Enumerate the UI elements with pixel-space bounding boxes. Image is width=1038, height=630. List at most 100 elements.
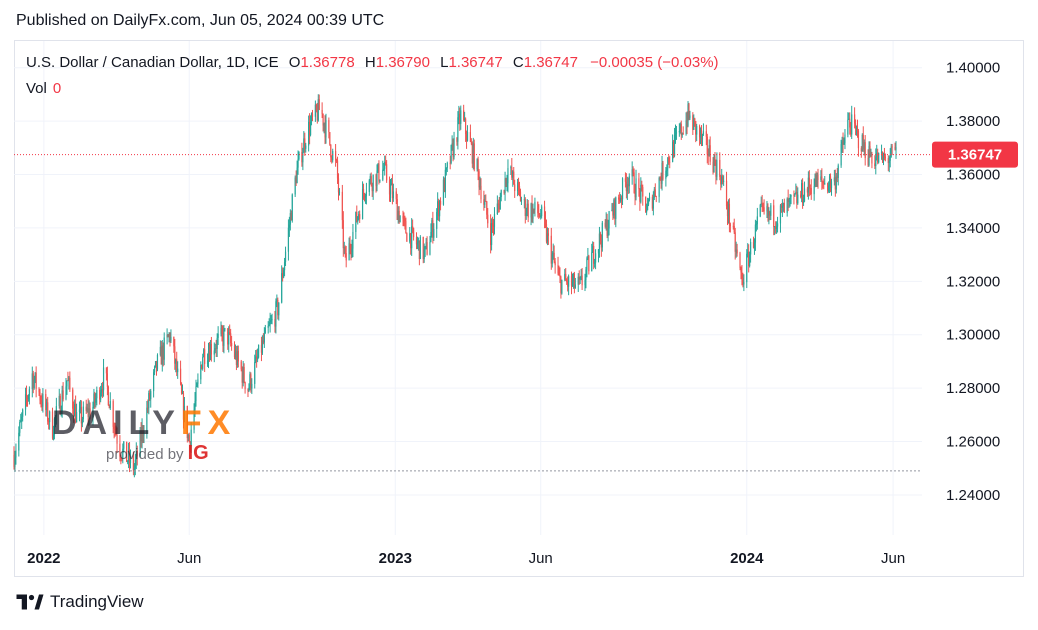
- candle-down-body: [883, 155, 886, 157]
- footer-brand[interactable]: TradingView: [16, 592, 144, 612]
- candle-down-body: [856, 128, 859, 132]
- candle-up-body: [228, 332, 230, 345]
- candle-down-body: [180, 383, 183, 394]
- candle-down-body: [712, 161, 714, 173]
- candle-down-body: [869, 146, 871, 157]
- candle-up-body: [496, 203, 498, 215]
- candle-down-body: [231, 342, 233, 346]
- watermark-brand: DAILYFX: [52, 404, 236, 443]
- current-price-tag-label: 1.36747: [948, 147, 1002, 164]
- candle-down-body: [13, 454, 15, 467]
- candle-up-body: [129, 455, 132, 464]
- candle-up-body: [348, 243, 350, 261]
- candle-down-body: [406, 233, 408, 242]
- candle-down-body: [497, 203, 499, 205]
- candle-up-body: [21, 416, 23, 421]
- candle-down-body: [388, 180, 391, 195]
- candle-up-body: [416, 242, 419, 245]
- y-tick-label: 1.32000: [946, 273, 1000, 290]
- candle-up-body: [257, 357, 259, 360]
- candle-up-body: [194, 401, 196, 410]
- candle-down-body: [432, 220, 434, 238]
- candle-down-body: [345, 253, 347, 261]
- candle-down-body: [485, 201, 487, 202]
- candle-up-body: [399, 216, 401, 223]
- candle-down-body: [808, 177, 810, 188]
- candle-up-body: [888, 160, 890, 164]
- candle-down-body: [714, 156, 716, 164]
- candle-down-body: [290, 213, 292, 221]
- candle-up-body: [369, 176, 371, 181]
- candle-down-body: [237, 350, 239, 362]
- candle-down-body: [179, 368, 182, 384]
- candle-up-body: [15, 450, 17, 458]
- high-label: H: [364, 54, 376, 71]
- candle-down-body: [573, 273, 575, 288]
- candle-up-body: [445, 167, 447, 170]
- candle-down-body: [106, 373, 108, 387]
- candle-down-body: [810, 187, 812, 195]
- candle-down-body: [763, 207, 765, 212]
- candle-up-body: [613, 199, 615, 216]
- candle-up-body: [423, 249, 425, 260]
- candle-up-body: [678, 130, 680, 133]
- candle-up-body: [532, 208, 534, 219]
- candle-up-body: [146, 407, 148, 434]
- candle-up-body: [673, 134, 676, 157]
- candle-down-body: [304, 138, 306, 149]
- candle-up-body: [878, 153, 880, 163]
- candle-down-body: [386, 164, 388, 181]
- close-value: 1.36747: [523, 54, 578, 71]
- candle-down-body: [733, 226, 735, 233]
- candle-down-body: [120, 456, 122, 459]
- candle-down-body: [215, 348, 217, 349]
- candle-down-body: [329, 132, 331, 145]
- candle-down-body: [722, 176, 724, 182]
- candle-down-body: [867, 157, 869, 166]
- candle-up-body: [693, 118, 695, 130]
- candle-up-body: [789, 196, 791, 199]
- candle-up-body: [150, 391, 152, 400]
- watermark-ig: IG: [187, 442, 209, 464]
- candle-up-body: [166, 334, 168, 338]
- watermark-provided: provided by IG: [106, 442, 209, 465]
- candle-down-body: [456, 137, 458, 142]
- candle-up-body: [520, 200, 523, 202]
- candle-up-body: [607, 228, 609, 236]
- candle-up-body: [444, 169, 446, 192]
- candle-up-body: [220, 327, 222, 334]
- candle-down-body: [449, 162, 451, 164]
- candle-up-body: [889, 156, 891, 161]
- candle-down-body: [871, 155, 873, 164]
- candle-down-body: [463, 110, 465, 120]
- candle-down-body: [301, 151, 303, 163]
- candle-up-body: [516, 182, 519, 192]
- candle-down-body: [114, 429, 116, 430]
- candle-down-body: [311, 113, 314, 117]
- candle-down-body: [720, 176, 722, 185]
- candle-up-body: [774, 226, 776, 228]
- candle-down-body: [330, 144, 332, 158]
- symbol-legend[interactable]: U.S. Dollar / Canadian Dollar, 1D, ICE O…: [26, 54, 719, 71]
- candle-up-body: [139, 430, 141, 457]
- candle-up-body: [552, 252, 554, 255]
- candle-up-body: [592, 245, 594, 253]
- candle-down-body: [864, 142, 866, 158]
- candle-down-body: [877, 152, 879, 163]
- candle-up-body: [127, 460, 129, 463]
- candle-down-body: [443, 179, 446, 192]
- candle-down-body: [558, 273, 560, 276]
- candle-down-body: [599, 233, 601, 242]
- candle-down-body: [349, 243, 351, 250]
- candle-down-body: [491, 223, 494, 226]
- candle-up-body: [101, 389, 103, 393]
- candle-down-body: [544, 219, 547, 225]
- candle-down-body: [35, 372, 37, 389]
- candle-up-body: [540, 216, 542, 217]
- candle-down-body: [469, 132, 472, 142]
- candle-up-body: [768, 211, 770, 216]
- candle-down-body: [204, 349, 206, 364]
- candle-down-body: [857, 131, 860, 149]
- candle-up-body: [687, 104, 689, 126]
